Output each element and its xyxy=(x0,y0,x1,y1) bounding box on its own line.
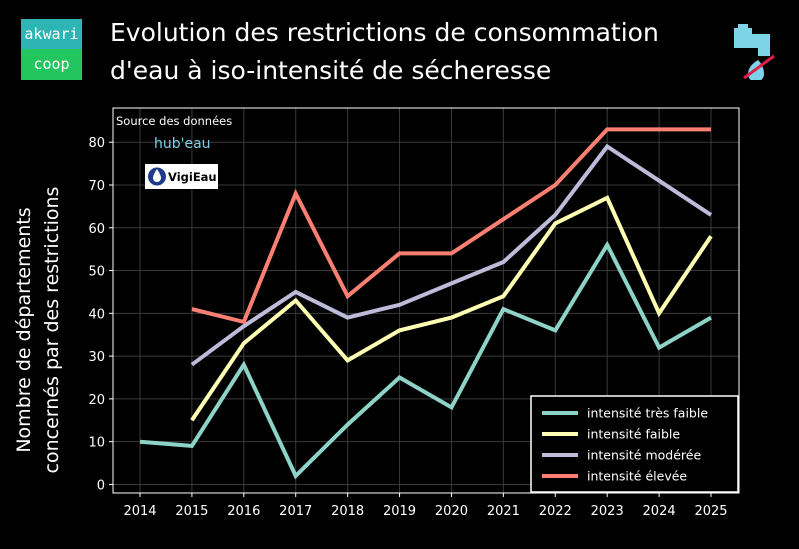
title-line1: Evolution des restrictions de consommati… xyxy=(110,18,659,47)
series-line-2 xyxy=(190,195,713,422)
vigieau-logo: VigiEau xyxy=(145,164,218,189)
series-lines xyxy=(139,127,713,480)
page-title: Evolution des restrictions de consommati… xyxy=(110,14,720,90)
x-tick-label: 2025 xyxy=(694,504,727,519)
x-tick-label: 2023 xyxy=(591,504,624,519)
legend-label: intensité faible xyxy=(587,427,680,442)
y-tick-label: 80 xyxy=(88,136,105,151)
x-tick-label: 2015 xyxy=(175,504,208,519)
x-tick-label: 2021 xyxy=(487,504,520,519)
series-line-1 xyxy=(139,240,713,480)
water-tap-no-drink-icon xyxy=(730,20,782,84)
y-tick-label: 40 xyxy=(88,307,105,322)
source-box: Source des données hub'eau VigiEau xyxy=(116,114,232,189)
y-axis-label: Nombre de départements concernés par des… xyxy=(13,187,63,474)
y-tick-label: 50 xyxy=(88,265,105,280)
y-tick-label: 30 xyxy=(88,350,105,365)
series-line-3 xyxy=(190,143,713,367)
hubeau-logo: hub'eau xyxy=(154,136,211,152)
y-tick-label: 20 xyxy=(88,393,105,408)
series-line-4 xyxy=(191,127,711,325)
x-tick-label: 2019 xyxy=(383,504,416,519)
x-tick-label: 2014 xyxy=(123,504,156,519)
title-line2: d'eau à iso-intensité de sécheresse xyxy=(110,56,552,85)
y-ticks: 0 10 20 30 40 50 60 70 80 xyxy=(88,136,113,493)
y-tick-label: 60 xyxy=(88,222,105,237)
legend-label: intensité très faible xyxy=(587,406,708,421)
x-ticks: 2014 2015 2016 2017 2018 2019 2020 2021 2022 2023… xyxy=(123,493,728,519)
brand-line2: coop xyxy=(21,49,82,80)
x-tick-label: 2017 xyxy=(279,504,312,519)
y-tick-label: 10 xyxy=(88,436,105,451)
plot-frame xyxy=(112,107,740,494)
legend-label: intensité modérée xyxy=(587,448,701,463)
x-tick-label: 2018 xyxy=(331,504,364,519)
source-label: Source des données xyxy=(116,114,232,128)
x-tick-label: 2020 xyxy=(435,504,468,519)
y-axis-label-line2: concernés par des restrictions xyxy=(41,187,63,474)
y-tick-label: 0 xyxy=(97,478,105,493)
brand-line1: akwari xyxy=(21,19,82,49)
legend-label: intensité élevée xyxy=(587,469,687,484)
x-tick-label: 2016 xyxy=(227,504,260,519)
x-tick-label: 2024 xyxy=(643,504,676,519)
x-tick-label: 2022 xyxy=(539,504,572,519)
brand-logo: akwari coop xyxy=(21,19,82,80)
legend: intensité très faible intensité faible int… xyxy=(530,395,739,493)
y-axis-label-line1: Nombre de départements xyxy=(13,207,35,452)
y-tick-label: 70 xyxy=(88,179,105,194)
vigieau-text: VigiEau xyxy=(168,170,217,184)
